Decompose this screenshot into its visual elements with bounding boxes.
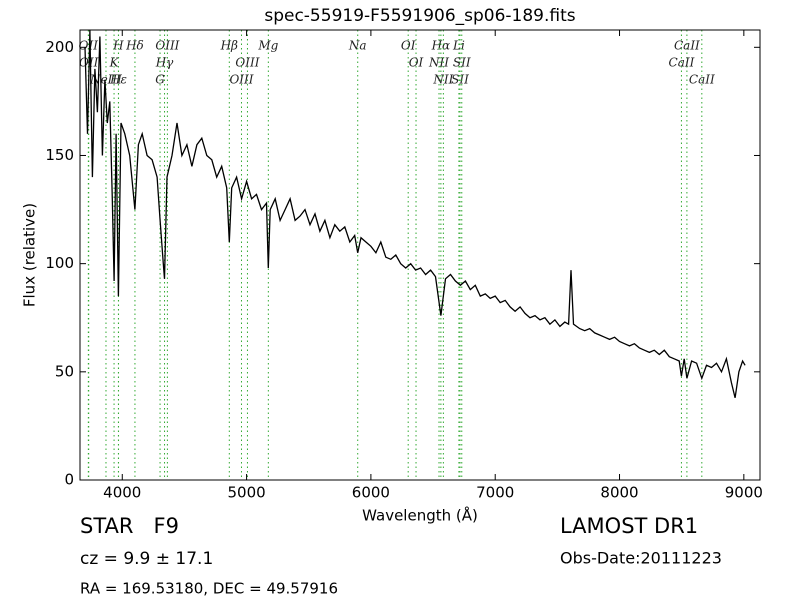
survey: LAMOST DR1 [560,514,698,538]
y-tick-label: 200 [45,38,74,56]
x-tick-label: 8000 [600,484,638,502]
spectral-line-label: CaII [689,73,715,87]
spectral-line-label: OI [409,56,424,70]
spectral-line-label: SII [451,73,469,87]
spectral-line-label: SII [453,56,471,70]
x-axis-label: Wavelength (Å) [362,506,478,525]
spectral-line-label: Mg [257,39,278,53]
spectral-line-label: Li [452,39,465,53]
spectral-line-label: Hγ [155,56,174,70]
spectral-line-label: CaII [669,56,695,70]
x-tick-label: 4000 [103,484,141,502]
spectral-line-label: Hε [109,73,127,87]
x-tick-label: 5000 [227,484,265,502]
spectral-line-label: H [112,39,124,53]
spectral-line-label: NII [428,56,449,70]
spectral-line-label: NeIII [89,73,122,87]
spectral-line-label: Hδ [125,39,144,53]
chart-title: spec-55919-F5591906_sp06-189.fits [264,6,575,26]
y-tick-label: 100 [45,254,74,272]
spectral-line-label: Hβ [220,39,238,53]
spectral-line-label: NII [432,73,453,87]
plot-frame [79,29,761,481]
spectral-line-label: OIII [235,56,259,70]
redshift: cz = 9.9 ± 17.1 [80,549,213,569]
y-axis-label: Flux (relative) [21,203,39,307]
x-tick-label: 6000 [352,484,390,502]
spectral-line-label: K [109,56,120,70]
y-tick-label: 150 [45,146,74,164]
y-tick-label: 50 [55,362,74,380]
spectral-line-label: OI [401,39,416,53]
object-class: STAR F9 [80,514,179,538]
spectral-line-label: OIII [155,39,179,53]
y-tick-label: 0 [64,471,74,489]
spectral-line-label: Na [348,39,367,53]
spectral-line-label: G [155,73,165,87]
spectral-line-label: Hα [431,39,451,53]
obs-date: Obs-Date:20111223 [560,549,722,568]
spectral-line-label: CaII [674,39,700,53]
x-tick-label: 9000 [725,484,763,502]
spectrum-line [84,29,746,398]
spectral-line-label: OII [79,39,99,53]
spectral-line-label: OIII [229,73,253,87]
coordinates: RA = 169.53180, DEC = 49.57916 [80,580,338,598]
x-tick-label: 7000 [476,484,514,502]
